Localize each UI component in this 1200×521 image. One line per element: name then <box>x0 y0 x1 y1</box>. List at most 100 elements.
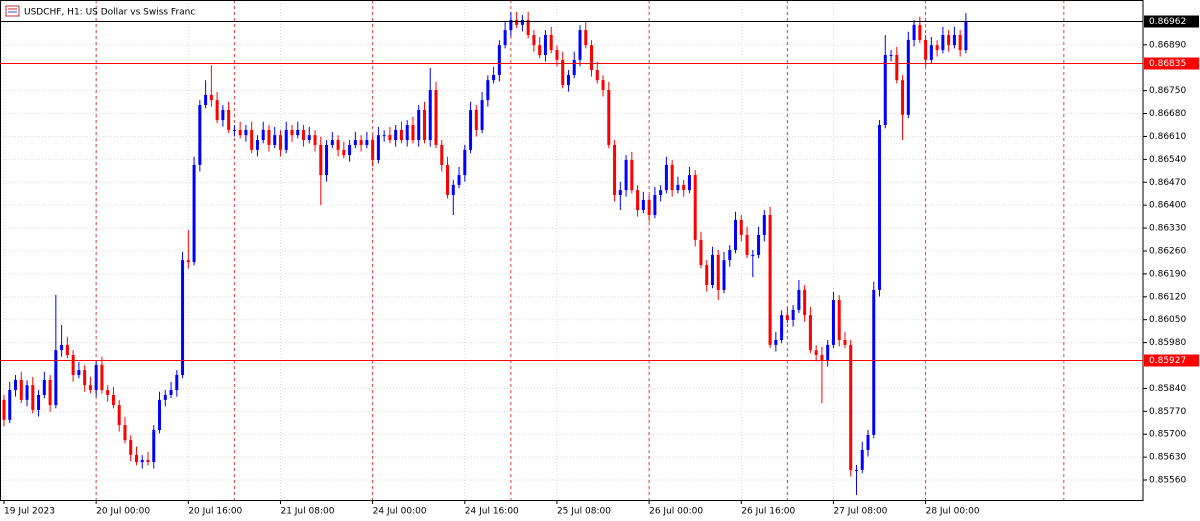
candle-body <box>106 390 110 395</box>
candle-body <box>204 94 208 106</box>
candle-body <box>411 125 415 141</box>
candle-body <box>365 140 369 145</box>
candle-body <box>762 214 766 235</box>
candle-body <box>388 135 392 141</box>
candle-body <box>19 379 23 400</box>
candle-body <box>918 24 922 40</box>
candle-body <box>526 19 530 36</box>
candle-body <box>382 135 386 137</box>
x-tick-label: 26 Jul 16:00 <box>741 507 795 517</box>
candle-body <box>780 315 784 340</box>
candle-body <box>492 74 496 81</box>
candle-body <box>244 129 248 136</box>
candle-body <box>572 59 576 75</box>
candle-body <box>290 129 294 136</box>
y-tick-label: 0.86330 <box>1149 224 1186 234</box>
candle-body <box>457 175 461 185</box>
candle-body <box>140 460 144 463</box>
candle-body <box>48 379 52 406</box>
candle-body <box>302 129 306 141</box>
candle-body <box>163 394 167 400</box>
candle-body <box>509 19 513 31</box>
x-tick-label: 19 Jul 2023 <box>4 507 55 517</box>
candle-body <box>440 144 444 165</box>
candle-body <box>71 355 75 375</box>
candle-body <box>129 440 133 455</box>
candle-body <box>255 140 259 150</box>
candle-body <box>814 350 818 356</box>
candle-body <box>54 350 58 406</box>
candle-body <box>319 144 323 176</box>
candle-body <box>566 74 570 86</box>
candle-body <box>520 19 524 25</box>
candle-body <box>734 219 738 250</box>
candle-body <box>595 70 599 81</box>
candle-body <box>152 429 156 463</box>
x-tick-label: 20 Jul 00:00 <box>96 507 150 517</box>
price-label: 0.86835 <box>1149 59 1186 69</box>
candle-body <box>630 160 634 191</box>
candle-body <box>446 164 450 196</box>
candle-body <box>676 184 680 191</box>
candle-body <box>336 140 340 150</box>
candle-body <box>584 30 588 46</box>
price-label-box <box>1144 57 1199 70</box>
candle-body <box>906 39 910 115</box>
candle-body <box>791 309 795 321</box>
y-tick-label: 0.85560 <box>1149 476 1186 486</box>
candle-body <box>952 35 956 46</box>
candle-body <box>618 190 622 196</box>
candle-body <box>77 370 81 375</box>
candle-body <box>31 385 35 411</box>
candle-body <box>964 21 968 51</box>
candle-body <box>739 219 743 235</box>
candle-body <box>325 144 329 176</box>
x-tick-label: 25 Jul 08:00 <box>557 507 611 517</box>
candles <box>2 11 968 496</box>
y-tick-label: 0.86120 <box>1149 292 1186 302</box>
candle-body <box>394 129 398 141</box>
x-tick-label: 24 Jul 00:00 <box>373 507 427 517</box>
candle-body <box>958 35 962 51</box>
candle-body <box>250 129 254 150</box>
x-tick-label: 21 Jul 08:00 <box>280 507 334 517</box>
candle-body <box>716 254 720 290</box>
x-tick-label: 27 Jul 08:00 <box>833 507 887 517</box>
candle-body <box>284 129 288 150</box>
candle-body <box>837 300 841 340</box>
candle-body <box>693 175 697 240</box>
candle-body <box>296 129 300 136</box>
candle-body <box>647 199 651 215</box>
candle-body <box>100 364 104 391</box>
price-label: 0.86962 <box>1149 17 1186 27</box>
candle-body <box>209 94 213 101</box>
y-tick-label: 0.86750 <box>1149 86 1186 96</box>
candle-body <box>134 454 138 463</box>
candle-body <box>186 260 190 263</box>
candle-body <box>175 375 179 391</box>
candle-body <box>169 390 173 395</box>
candle-body <box>14 379 18 391</box>
y-tick-label: 0.86260 <box>1149 246 1186 256</box>
candle-body <box>878 125 882 290</box>
candle-body <box>785 315 789 321</box>
candle-body <box>670 164 674 191</box>
y-tick-label: 0.86890 <box>1149 40 1186 50</box>
candle-body <box>860 449 864 470</box>
candle-body <box>463 149 467 176</box>
candle-body <box>123 425 127 441</box>
candle-body <box>826 344 830 360</box>
candle-body <box>831 300 835 345</box>
candle-body <box>37 394 41 411</box>
candle-body <box>25 385 29 400</box>
candle-body <box>313 135 317 145</box>
x-tick-label: 20 Jul 16:00 <box>188 507 242 517</box>
candle-body <box>8 390 12 420</box>
chart-title: USDCHF, H1: US Dollar vs Swiss Franc <box>24 8 195 18</box>
candle-body <box>497 45 501 75</box>
candle-body <box>2 399 6 420</box>
candle-body <box>307 135 311 141</box>
y-tick-label: 0.86470 <box>1149 178 1186 188</box>
candle-body <box>503 30 507 46</box>
